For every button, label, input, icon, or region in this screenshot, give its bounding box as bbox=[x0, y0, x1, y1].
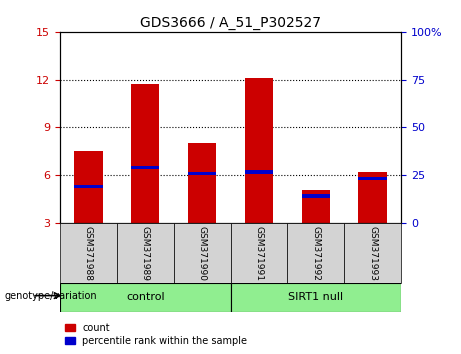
Text: SIRT1 null: SIRT1 null bbox=[288, 292, 343, 302]
Bar bbox=[188, 143, 216, 223]
Bar bbox=[358, 177, 387, 180]
Bar bbox=[301, 194, 330, 198]
Bar bbox=[245, 170, 273, 174]
Text: genotype/variation: genotype/variation bbox=[5, 291, 97, 301]
Bar bbox=[174, 223, 230, 283]
Bar bbox=[188, 172, 216, 175]
Bar bbox=[230, 223, 287, 283]
Bar bbox=[60, 283, 230, 312]
Bar bbox=[245, 78, 273, 223]
Bar bbox=[131, 166, 160, 169]
Bar bbox=[344, 223, 401, 283]
Text: GDS3666 / A_51_P302527: GDS3666 / A_51_P302527 bbox=[140, 16, 321, 30]
Text: control: control bbox=[126, 292, 165, 302]
Bar bbox=[74, 152, 102, 223]
Text: GSM371992: GSM371992 bbox=[311, 226, 320, 281]
Bar bbox=[358, 172, 387, 223]
Bar bbox=[131, 85, 160, 223]
Text: GSM371989: GSM371989 bbox=[141, 226, 150, 281]
Bar bbox=[60, 223, 117, 283]
Legend: count, percentile rank within the sample: count, percentile rank within the sample bbox=[65, 323, 247, 346]
Text: GSM371991: GSM371991 bbox=[254, 226, 263, 281]
Bar bbox=[230, 283, 401, 312]
Bar bbox=[74, 185, 102, 188]
Text: GSM371988: GSM371988 bbox=[84, 226, 93, 281]
Text: GSM371993: GSM371993 bbox=[368, 226, 377, 281]
Bar bbox=[287, 223, 344, 283]
Bar bbox=[117, 223, 174, 283]
Bar bbox=[301, 190, 330, 223]
Text: GSM371990: GSM371990 bbox=[198, 226, 207, 281]
